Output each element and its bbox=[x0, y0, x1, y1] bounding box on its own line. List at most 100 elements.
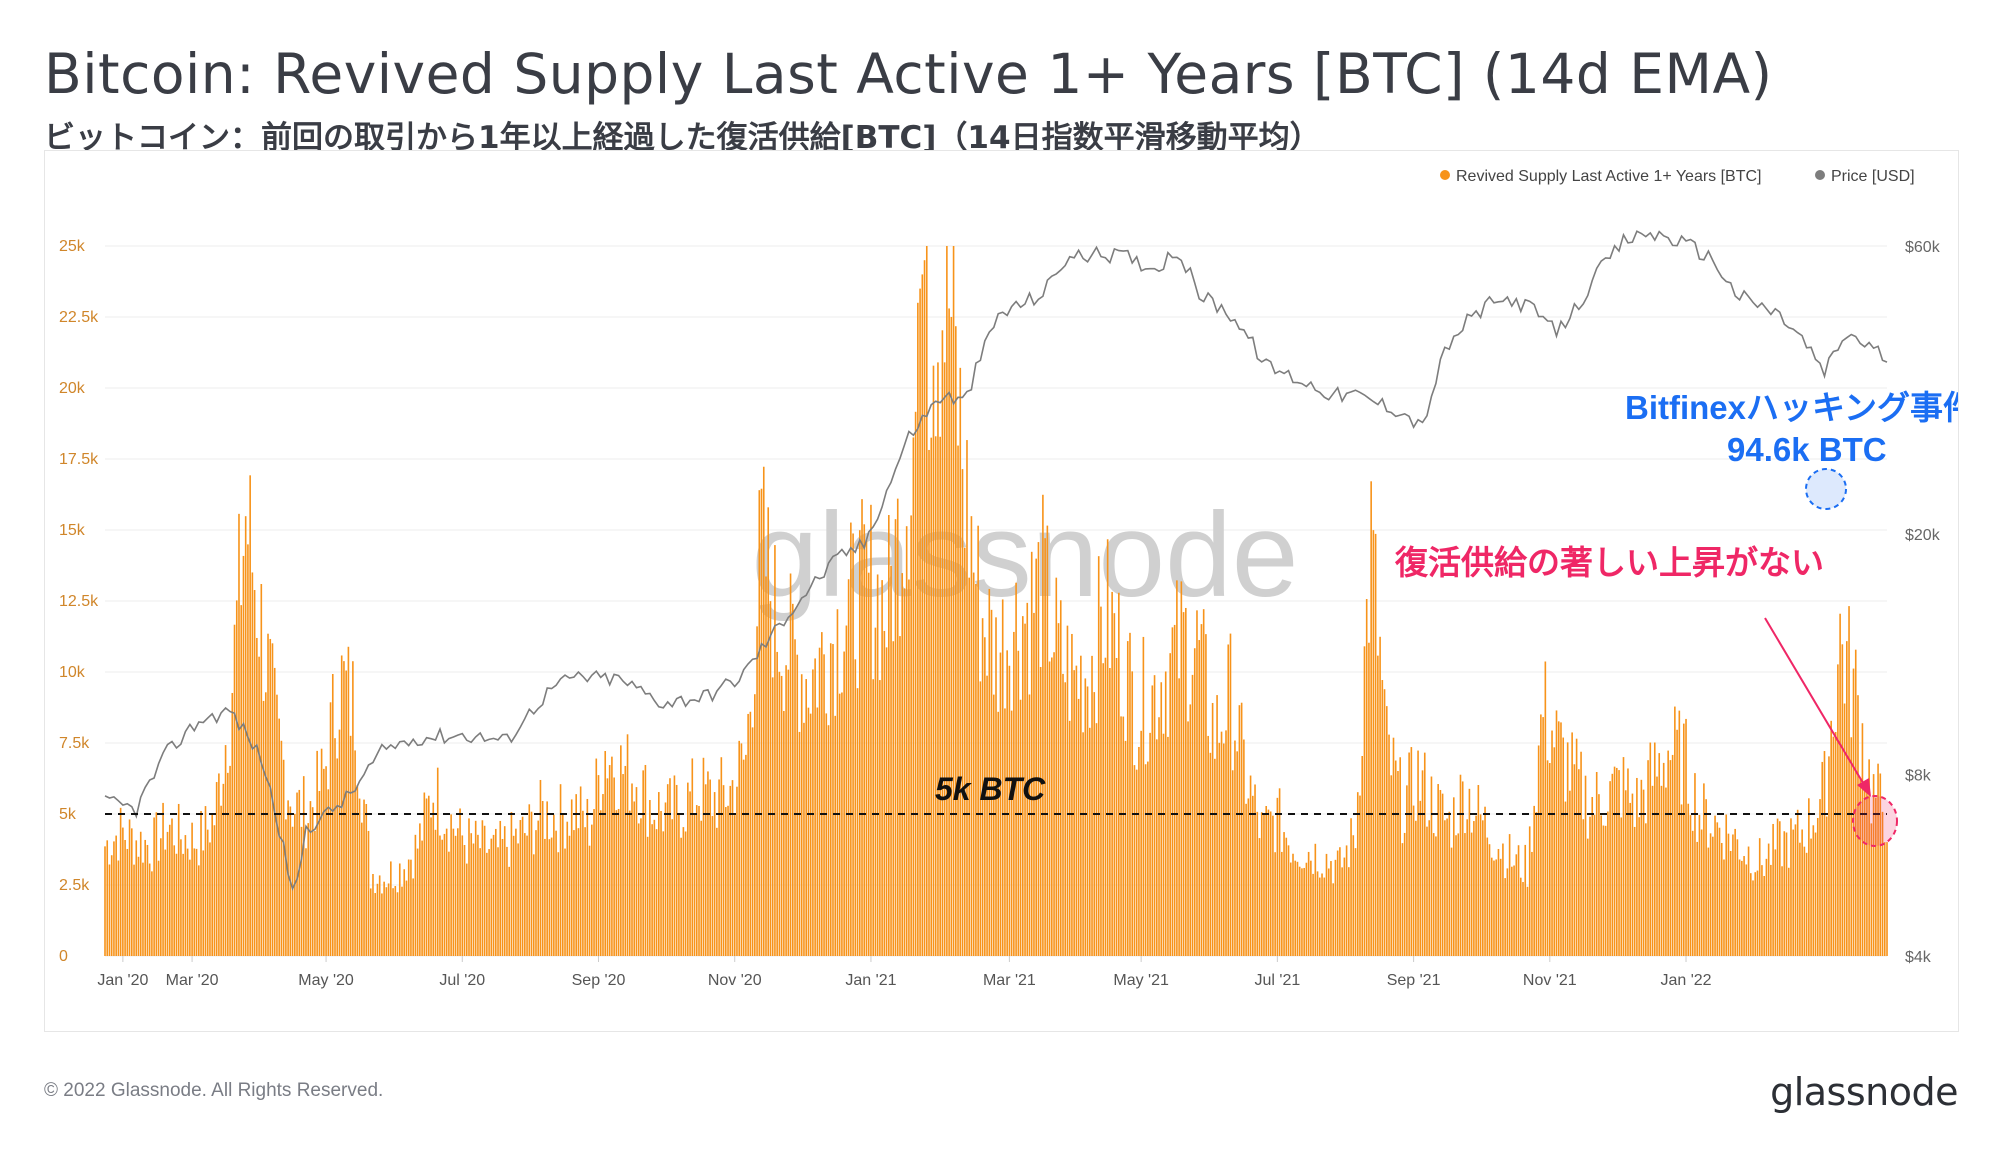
bar bbox=[1825, 816, 1828, 956]
bar bbox=[812, 669, 814, 956]
bar bbox=[356, 785, 359, 956]
bar bbox=[104, 846, 106, 956]
bar bbox=[414, 834, 417, 956]
bar bbox=[269, 638, 272, 956]
bar bbox=[1593, 814, 1596, 956]
bar bbox=[588, 845, 591, 956]
bar bbox=[515, 828, 517, 956]
bar bbox=[937, 362, 939, 956]
bar bbox=[1243, 739, 1245, 956]
bar bbox=[642, 770, 644, 956]
bar bbox=[1495, 859, 1498, 956]
bar bbox=[510, 812, 513, 956]
bar bbox=[1325, 853, 1328, 956]
bar bbox=[1073, 670, 1075, 956]
bar bbox=[1068, 720, 1071, 956]
bar bbox=[934, 436, 937, 956]
bar bbox=[1001, 599, 1004, 956]
bar bbox=[320, 748, 323, 956]
bar bbox=[309, 801, 312, 956]
bar bbox=[260, 584, 263, 956]
bar bbox=[693, 813, 696, 956]
bar bbox=[483, 825, 486, 956]
y-right-tick-label: $60k bbox=[1905, 239, 1941, 256]
bar bbox=[155, 812, 158, 956]
bar bbox=[1153, 675, 1156, 956]
bar bbox=[666, 784, 669, 956]
bar bbox=[1169, 653, 1171, 956]
bar bbox=[988, 588, 991, 956]
bar bbox=[778, 671, 781, 956]
bar bbox=[1879, 773, 1882, 956]
bar bbox=[1718, 827, 1721, 956]
bar bbox=[1669, 760, 1672, 956]
bar bbox=[381, 893, 383, 956]
bar bbox=[1055, 577, 1058, 956]
bar bbox=[1671, 754, 1674, 956]
bar bbox=[398, 863, 401, 956]
bar bbox=[412, 878, 414, 956]
bar bbox=[1723, 859, 1725, 956]
bar bbox=[785, 665, 787, 956]
bar bbox=[1287, 845, 1290, 956]
bar bbox=[1236, 751, 1238, 956]
bar bbox=[780, 675, 783, 956]
bar bbox=[1075, 665, 1078, 956]
bar bbox=[175, 853, 178, 956]
bar bbox=[733, 815, 736, 956]
bar bbox=[874, 627, 877, 956]
page-title: Bitcoin: Revived Supply Last Active 1+ Y… bbox=[44, 42, 1773, 106]
bar bbox=[613, 777, 615, 956]
bar bbox=[1225, 730, 1227, 956]
bar bbox=[709, 779, 711, 956]
bar bbox=[1486, 837, 1489, 956]
bar bbox=[593, 809, 595, 956]
bar bbox=[256, 637, 258, 956]
bar bbox=[1799, 842, 1801, 956]
bar bbox=[1841, 644, 1844, 956]
bar bbox=[1292, 853, 1294, 956]
bar bbox=[852, 533, 854, 956]
bar bbox=[608, 765, 611, 956]
bar bbox=[655, 829, 658, 956]
bar bbox=[1450, 847, 1453, 956]
bar bbox=[1749, 873, 1752, 956]
bar bbox=[1729, 850, 1732, 956]
bar bbox=[539, 779, 542, 956]
bar bbox=[595, 758, 598, 956]
y-right-tick-label: $8k bbox=[1905, 767, 1932, 784]
bar bbox=[392, 888, 394, 956]
bar bbox=[850, 522, 852, 956]
bar bbox=[146, 844, 149, 956]
bar bbox=[113, 841, 115, 956]
bar bbox=[1607, 811, 1609, 956]
bar bbox=[1676, 729, 1678, 956]
bar bbox=[1542, 717, 1544, 956]
bar bbox=[1064, 682, 1067, 956]
bar bbox=[1298, 866, 1301, 956]
bar bbox=[1705, 799, 1707, 956]
bar bbox=[244, 516, 247, 956]
bar bbox=[1403, 832, 1406, 956]
bar bbox=[1229, 633, 1232, 956]
bar bbox=[731, 780, 734, 956]
bar bbox=[1781, 866, 1783, 956]
annotation-no-rise: 復活供給の著しい上昇がない bbox=[1394, 544, 1824, 581]
bar bbox=[1703, 783, 1705, 956]
bar bbox=[957, 445, 959, 956]
bar bbox=[1106, 539, 1109, 956]
bar bbox=[334, 738, 336, 956]
bar bbox=[1526, 886, 1529, 956]
bar bbox=[470, 833, 473, 956]
bar bbox=[1124, 740, 1127, 956]
bar bbox=[1531, 851, 1533, 956]
bar bbox=[390, 861, 392, 956]
bar bbox=[1857, 695, 1859, 956]
bar bbox=[745, 754, 747, 956]
bar bbox=[981, 618, 984, 956]
bar bbox=[238, 513, 240, 956]
bar bbox=[1569, 790, 1571, 956]
bar bbox=[809, 713, 812, 956]
bar bbox=[856, 688, 859, 956]
bar bbox=[1352, 835, 1355, 956]
